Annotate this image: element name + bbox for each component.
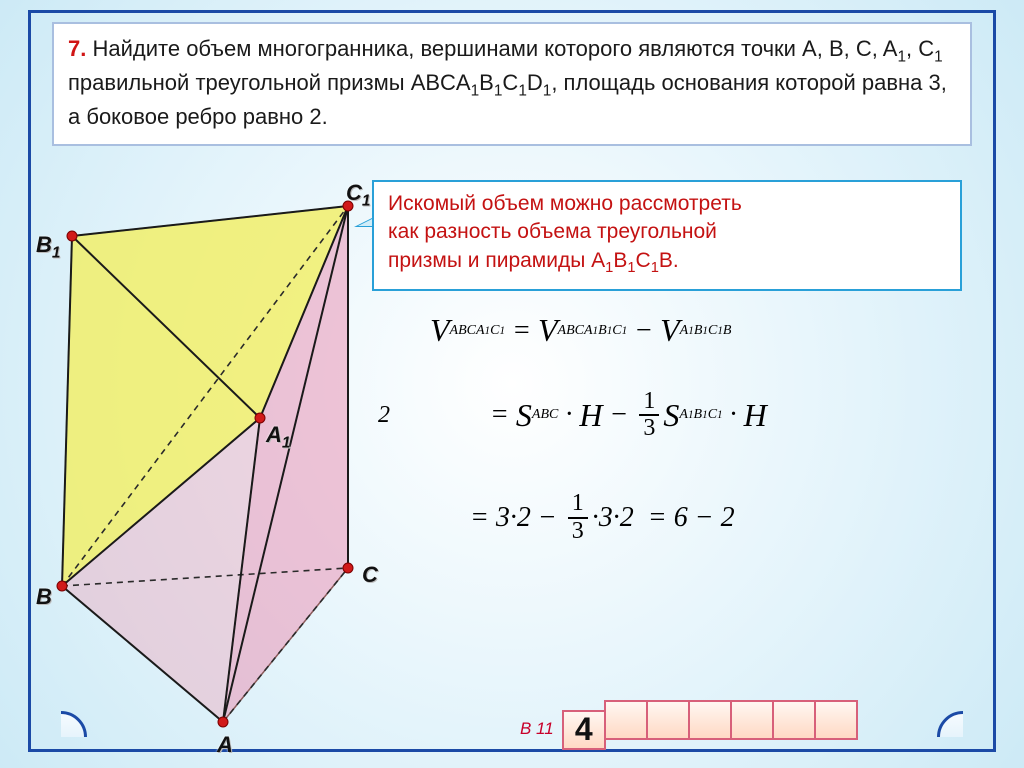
- problem-statement: 7. Найдите объем многогранника, вершинам…: [52, 22, 972, 146]
- answer-cell[interactable]: [646, 700, 690, 740]
- answer-label: В 11: [520, 719, 554, 739]
- problem-text: Найдите объем многогранника, вершинами к…: [68, 36, 947, 129]
- math-line-2: = SABC · H − 13SA1B1C1 · H: [490, 389, 990, 441]
- answer-cell[interactable]: [772, 700, 816, 740]
- vertex-label: C: [362, 562, 378, 588]
- hint-line: Искомый объем можно рассмотреть: [388, 190, 946, 218]
- vertex-label: A: [217, 732, 233, 758]
- vertex-label: B: [36, 584, 52, 610]
- problem-number: 7.: [68, 36, 86, 61]
- hint-line: призмы и пирамиды A1B1C1B.: [388, 247, 946, 279]
- math-line-3: = 3·2 − 13·3·2 = 6 − 2: [470, 491, 990, 543]
- hint-callout: Искомый объем можно рассмотреть как разн…: [372, 180, 962, 291]
- edge-length-label: 2: [378, 402, 390, 429]
- solution-math: VABCA1C1 = VABCA1B1C1 − VA1B1C1B = SABC …: [430, 290, 990, 566]
- hint-line: как разность объема треугольной: [388, 218, 946, 246]
- answer-cell[interactable]: [730, 700, 774, 740]
- diagram-svg: [48, 192, 428, 752]
- vertex-label: C1: [346, 180, 370, 210]
- math-line-1: VABCA1C1 = VABCA1B1C1 − VA1B1C1B: [430, 312, 990, 349]
- answer-cell[interactable]: 4: [562, 710, 606, 750]
- answer-strip: В 11 4: [520, 700, 858, 750]
- vertex-label: A1: [266, 422, 290, 452]
- answer-cell[interactable]: [604, 700, 648, 740]
- vertex-label: B1: [36, 232, 60, 262]
- prism-diagram: ABCA1B1C12: [48, 192, 428, 752]
- answer-cell[interactable]: [688, 700, 732, 740]
- answer-cell[interactable]: [814, 700, 858, 740]
